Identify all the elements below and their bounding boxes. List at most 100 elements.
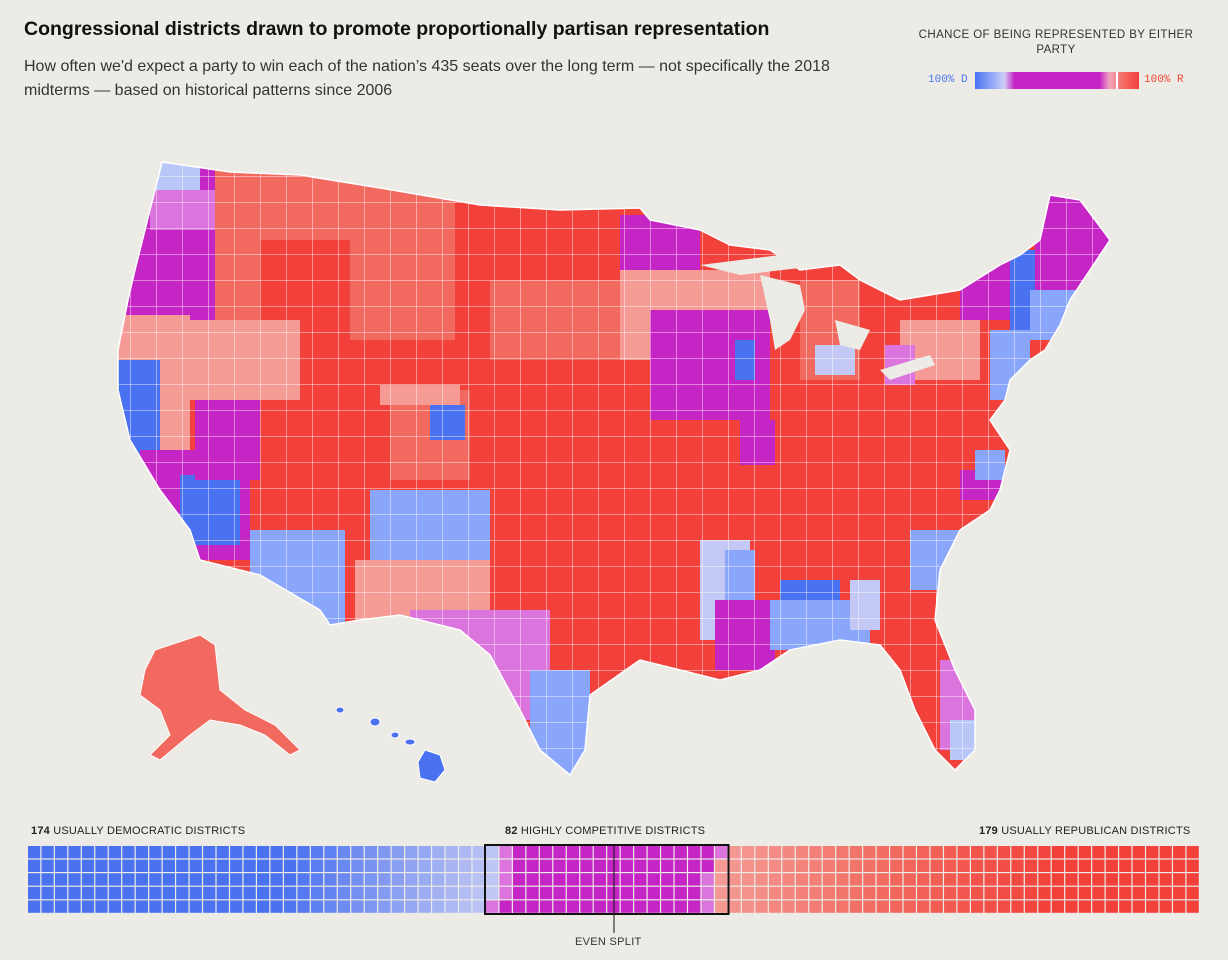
district-cell <box>997 900 1011 913</box>
district-cell <box>1132 886 1145 900</box>
alaska <box>139 634 301 761</box>
district-cell <box>580 900 593 913</box>
district-cell <box>997 886 1011 900</box>
district-cell <box>661 886 674 900</box>
district-cell <box>1065 886 1078 900</box>
district-cell <box>1092 846 1105 859</box>
district-cell <box>216 886 229 900</box>
district-cell <box>957 859 970 872</box>
district-cell <box>432 873 445 886</box>
district-cell <box>674 873 687 886</box>
district-cell <box>310 886 324 900</box>
district-cell <box>566 886 580 900</box>
district-cell <box>405 846 418 859</box>
district-cell <box>243 859 256 872</box>
district-cell <box>203 846 216 859</box>
district-cell <box>310 873 324 886</box>
district-cell <box>108 859 122 872</box>
district-cell <box>809 873 822 886</box>
district-cell <box>593 859 607 872</box>
district-cell <box>108 846 122 859</box>
legend-rep-label: 100% R <box>1144 74 1184 86</box>
district-cell <box>1065 859 1078 872</box>
district-cell <box>674 846 687 859</box>
district-cell <box>283 886 297 900</box>
district-cell <box>728 873 741 886</box>
district-cell <box>486 873 499 886</box>
district-cell <box>553 900 566 913</box>
district-cell <box>741 886 755 900</box>
dem-label-text: USUALLY DEMOCRATIC DISTRICTS <box>53 825 246 837</box>
district-cell <box>580 886 593 900</box>
district-cell <box>364 846 378 859</box>
district-cell <box>1038 900 1051 913</box>
district-cell <box>68 873 81 886</box>
district-cell <box>728 900 741 913</box>
district-waffle-chart[interactable] <box>28 843 1200 935</box>
district-cell <box>1146 859 1159 872</box>
district-cell <box>1038 859 1051 872</box>
district-cell <box>176 873 189 886</box>
district-cell <box>1065 873 1078 886</box>
district-cell <box>162 846 175 859</box>
district-cell <box>849 846 863 859</box>
district-cell <box>822 900 836 913</box>
district-cell <box>81 886 95 900</box>
district-cell <box>984 900 997 913</box>
district-cell <box>728 886 741 900</box>
district-cell <box>997 859 1011 872</box>
district-cell <box>782 873 795 886</box>
great-lakes <box>700 255 935 380</box>
district-cell <box>634 859 647 872</box>
district-cell <box>351 900 364 913</box>
district-cell <box>445 846 458 859</box>
district-cell <box>54 886 68 900</box>
district-cell <box>593 886 607 900</box>
district-cell <box>135 859 149 872</box>
district-cell <box>984 886 997 900</box>
district-cell <box>216 900 229 913</box>
district-cell <box>257 859 270 872</box>
district-cell <box>553 873 566 886</box>
district-cell <box>836 873 849 886</box>
district-cell <box>68 846 81 859</box>
district-cell <box>81 859 95 872</box>
district-cell <box>405 886 418 900</box>
district-cell <box>337 900 351 913</box>
district-cell <box>230 886 243 900</box>
district-cell <box>661 873 674 886</box>
district-cell <box>1119 846 1132 859</box>
district-cell <box>162 900 175 913</box>
district-cell <box>243 886 256 900</box>
district-cell <box>876 873 889 886</box>
us-district-map[interactable] <box>0 150 1228 790</box>
legend-midpoint-tick <box>1116 72 1118 89</box>
district-cell <box>715 886 728 900</box>
district-cell <box>890 873 903 886</box>
district-cell <box>108 873 122 886</box>
district-cell <box>890 846 903 859</box>
district-cell <box>1011 886 1024 900</box>
district-cell <box>553 846 566 859</box>
legend-title: CHANCE OF BEING REPRESENTED BY EITHER PA… <box>918 29 1194 56</box>
district-cell <box>526 873 539 886</box>
district-cell <box>418 886 431 900</box>
district-cell <box>297 873 310 886</box>
district-cell <box>809 900 822 913</box>
district-cell <box>634 900 647 913</box>
district-cell <box>1038 846 1051 859</box>
district-cell <box>243 900 256 913</box>
district-cell <box>459 859 472 872</box>
district-cell <box>849 900 863 913</box>
district-cell <box>957 900 970 913</box>
district-cell <box>944 886 957 900</box>
comp-summary-label: 82 HIGHLY COMPETITIVE DISTRICTS <box>505 825 705 837</box>
district-cell <box>768 886 782 900</box>
district-cell <box>310 900 324 913</box>
district-cell <box>944 873 957 886</box>
district-cell <box>701 846 714 859</box>
district-cell <box>863 886 876 900</box>
district-cell <box>755 859 768 872</box>
district-cell <box>593 900 607 913</box>
chart-subtitle: How often we'd expect a party to win eac… <box>24 58 830 99</box>
